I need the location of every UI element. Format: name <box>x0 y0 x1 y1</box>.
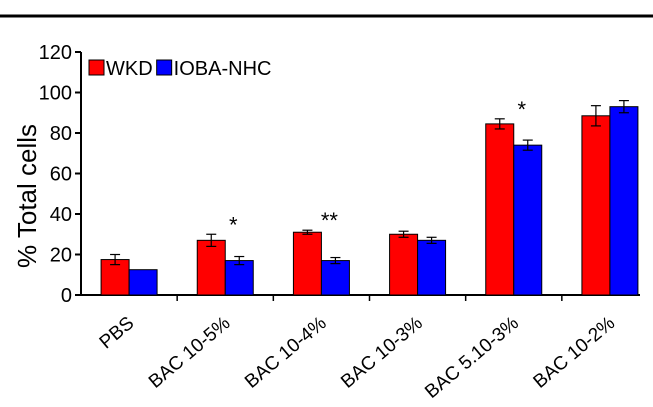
bar-ioba-nhc <box>513 144 543 296</box>
y-axis-title: % Total cells <box>12 124 42 268</box>
x-tick-label: BAC 5.10-3% <box>421 313 523 403</box>
legend-label-wkd: WKD <box>106 58 153 80</box>
x-tick-label: BAC 10-2% <box>530 313 620 393</box>
y-tick-label: 120 <box>39 42 72 64</box>
bar-ioba-nhc <box>128 269 158 296</box>
bar-wkd <box>196 239 226 296</box>
bar-wkd <box>292 231 322 296</box>
bar-wkd <box>485 123 515 296</box>
bar-ioba-nhc <box>224 260 254 296</box>
y-tick-label: 0 <box>61 285 72 307</box>
bar-ioba-nhc <box>320 260 350 296</box>
y-tick-label: 40 <box>50 204 72 226</box>
significance-marker: * <box>229 212 238 237</box>
significance-marker: ** <box>321 208 339 233</box>
legend-swatch-wkd <box>88 59 105 76</box>
bar-ioba-nhc <box>609 106 639 296</box>
y-tick-label: 80 <box>50 123 72 145</box>
y-tick-label: 60 <box>50 164 72 186</box>
bar-wkd <box>389 233 419 296</box>
x-tick-label: BAC 10-4% <box>241 313 331 393</box>
legend-swatch-ioba-nhc <box>156 59 173 76</box>
x-tick-label: PBS <box>96 313 139 354</box>
x-tick-label: BAC 10-5% <box>145 313 235 393</box>
legend-label-ioba-nhc: IOBA-NHC <box>174 58 272 80</box>
bar-wkd <box>581 115 611 296</box>
significance-marker: * <box>517 97 526 122</box>
bar-ioba-nhc <box>417 239 447 296</box>
y-tick-label: 100 <box>39 83 72 105</box>
y-tick-label: 20 <box>50 245 72 267</box>
x-tick-label: BAC 10-3% <box>337 313 427 393</box>
